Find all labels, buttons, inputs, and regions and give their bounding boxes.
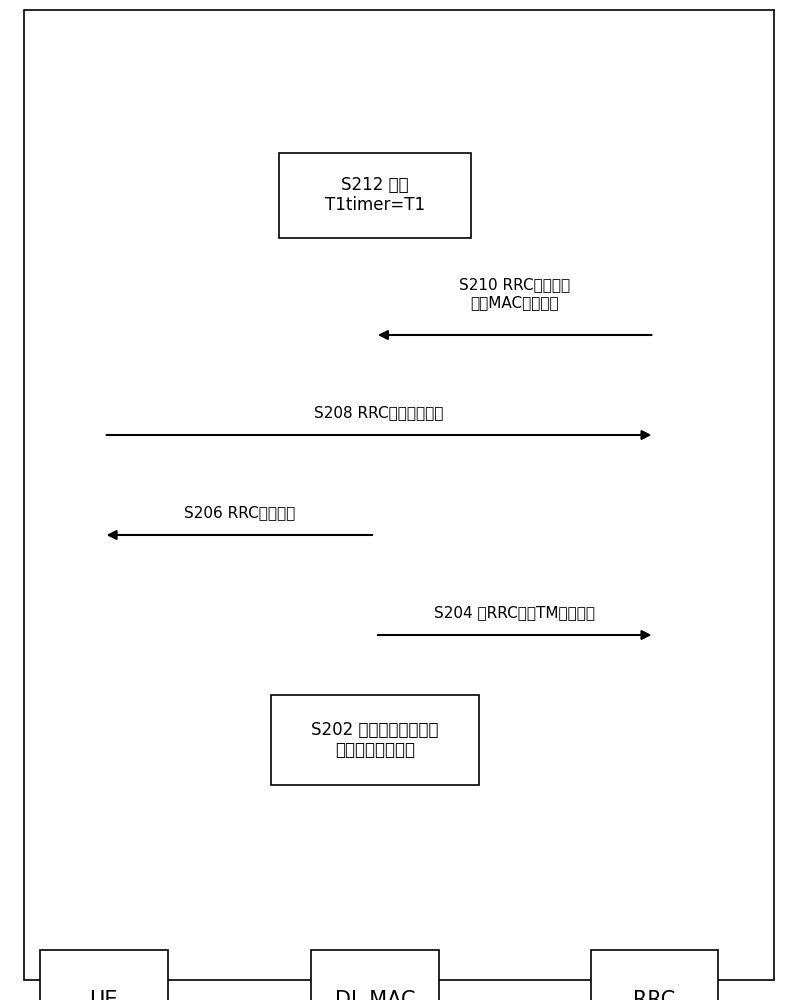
Bar [40, 950, 168, 1000]
Text: S212 重启
T1timer=T1: S212 重启 T1timer=T1 [325, 176, 425, 214]
Bar [279, 152, 471, 237]
Bar [591, 950, 718, 1000]
Bar [271, 695, 479, 785]
Text: DL MAC: DL MAC [335, 990, 415, 1000]
Text: UE: UE [89, 990, 118, 1000]
Bar [311, 950, 439, 1000]
Text: S204 向RRC报告TM切换请求: S204 向RRC报告TM切换请求 [434, 605, 595, 620]
Text: S210 RRC通过接口
告知MAC重配完成: S210 RRC通过接口 告知MAC重配完成 [459, 278, 571, 310]
Text: RRC: RRC [634, 990, 675, 1000]
Text: S202 模式间切换判定需
要进行模式间切换: S202 模式间切换判定需 要进行模式间切换 [311, 721, 439, 759]
Text: S206 RRC重配信令: S206 RRC重配信令 [184, 505, 295, 520]
Text: S208 RRC重配完成信令: S208 RRC重配完成信令 [314, 405, 444, 420]
